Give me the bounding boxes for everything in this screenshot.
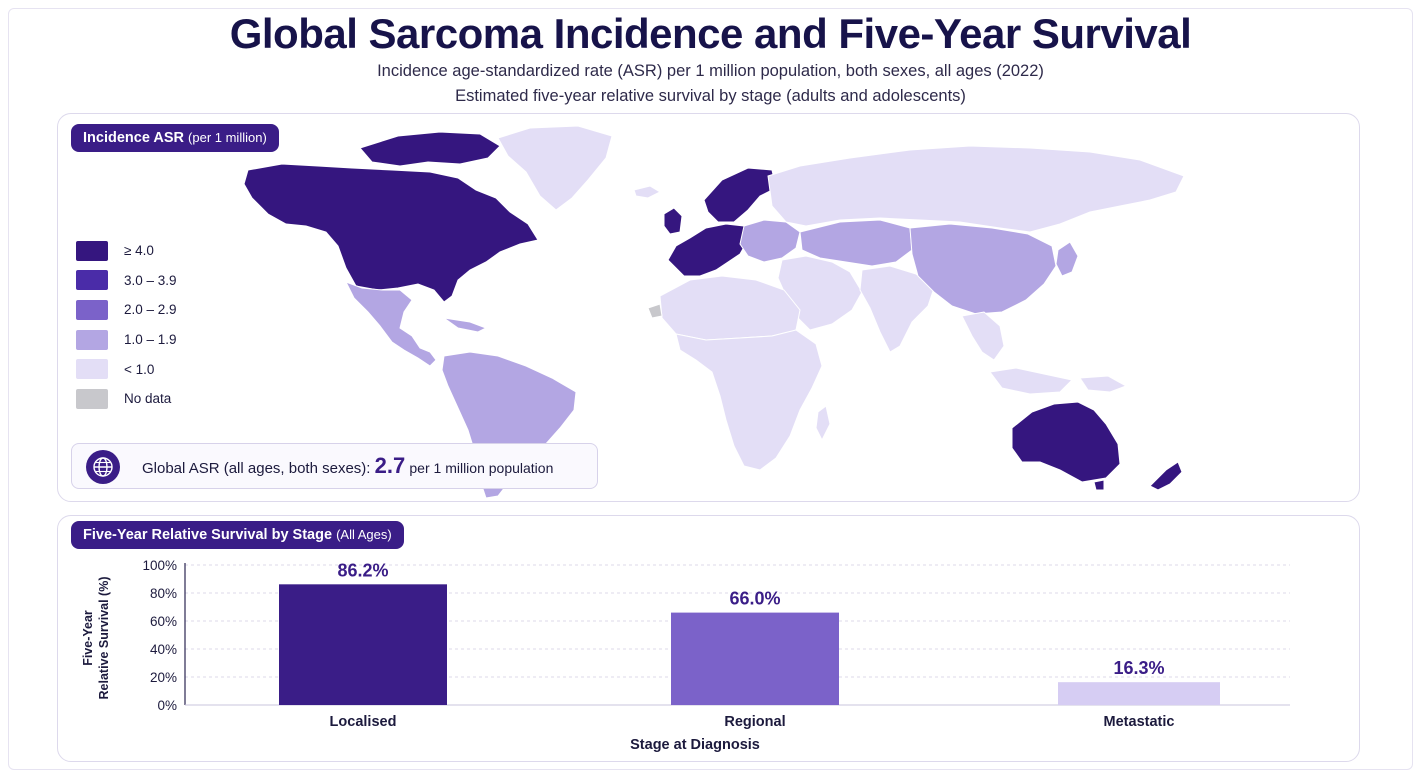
- bar: [279, 584, 447, 705]
- survival-badge: Five-Year Relative Survival by Stage (Al…: [71, 521, 404, 549]
- map-region-australia: [1011, 401, 1121, 483]
- map-region-uk: [663, 207, 683, 235]
- globe-icon: [86, 450, 120, 484]
- legend-item: 1.0 – 1.9: [76, 325, 177, 355]
- map-region-greenland: [497, 125, 613, 211]
- incidence-badge-main: Incidence ASR: [83, 130, 184, 146]
- x-axis-title: Stage at Diagnosis: [630, 737, 760, 753]
- y-tick-label: 0%: [157, 698, 177, 713]
- y-tick-label: 80%: [150, 586, 177, 601]
- map-region-south-asia: [859, 265, 935, 353]
- map-region-iceland: [633, 185, 662, 199]
- map-region-arctic-islands: [359, 131, 501, 167]
- page-frame: [8, 8, 1413, 770]
- map-legend: ≥ 4.0 3.0 – 3.9 2.0 – 2.9 1.0 – 1.9 < 1.…: [76, 236, 177, 414]
- page-title: Global Sarcoma Incidence and Five-Year S…: [229, 10, 1192, 57]
- y-tick-label: 20%: [150, 670, 177, 685]
- map-region-tasmania: [1093, 479, 1105, 491]
- y-tick-label: 100%: [142, 558, 177, 573]
- global-asr-unit: per 1 million population: [409, 460, 554, 476]
- y-tick-label: 60%: [150, 614, 177, 629]
- map-region-russia: [767, 145, 1185, 233]
- map-region-central-asia: [799, 219, 913, 267]
- map-region-eastern-europe: [739, 219, 801, 263]
- x-tick-label: Metastatic: [1104, 714, 1175, 730]
- legend-label: ≥ 4.0: [124, 243, 154, 259]
- y-tick-label: 40%: [150, 642, 177, 657]
- legend-label: 2.0 – 2.9: [124, 302, 177, 318]
- bar: [671, 612, 839, 705]
- x-tick-label: Localised: [330, 714, 397, 730]
- global-asr-value: 2.7: [374, 453, 406, 478]
- map-region-indonesia: [989, 367, 1074, 395]
- bar-value-label: 86.2%: [337, 560, 388, 580]
- legend-label: 1.0 – 1.9: [124, 332, 177, 348]
- map-region-east-asia: [909, 223, 1057, 315]
- legend-label: < 1.0: [124, 361, 155, 377]
- legend-swatch: [76, 270, 108, 291]
- y-axis-title: Five-Year Relative Survival (%): [81, 577, 111, 700]
- subtitle-survival: Estimated five-year relative survival by…: [455, 87, 966, 105]
- legend-item: 2.0 – 2.9: [76, 295, 177, 325]
- bar-value-label: 66.0%: [729, 589, 780, 609]
- legend-label: No data: [124, 391, 172, 407]
- subtitle-incidence: Incidence age-standardized rate (ASR) pe…: [377, 62, 1044, 80]
- map-region-scandinavia: [703, 167, 777, 223]
- legend-swatch: [76, 240, 108, 261]
- bar-value-label: 16.3%: [1113, 658, 1164, 678]
- map-region-madagascar: [815, 405, 831, 442]
- global-asr-text: Global ASR (all ages, both sexes): 2.7 p…: [142, 444, 553, 488]
- legend-item: < 1.0: [76, 354, 177, 384]
- map-region-new-zealand: [1149, 461, 1183, 491]
- legend-item: 3.0 – 3.9: [76, 266, 177, 296]
- incidence-badge: Incidence ASR (per 1 million): [71, 124, 279, 152]
- legend-item: ≥ 4.0: [76, 236, 177, 266]
- map-region-sub-saharan-africa: [675, 329, 823, 471]
- legend-label: 3.0 – 3.9: [124, 272, 177, 288]
- x-tick-label: Regional: [724, 714, 785, 730]
- map-region-caribbean: [443, 317, 488, 333]
- map-region-north-america: [243, 163, 539, 303]
- legend-swatch: [76, 359, 108, 380]
- map-region-southeast-asia: [961, 311, 1005, 361]
- legend-item: No data: [76, 384, 177, 414]
- legend-swatch: [76, 388, 108, 409]
- map-region-mexico: [344, 281, 437, 367]
- bar: [1058, 682, 1220, 705]
- survival-badge-note: (All Ages): [336, 527, 392, 542]
- map-region-no-data: [647, 303, 663, 319]
- global-asr-box: Global ASR (all ages, both sexes): 2.7 p…: [71, 443, 598, 489]
- incidence-badge-note: (per 1 million): [188, 130, 267, 145]
- global-asr-label: Global ASR (all ages, both sexes):: [142, 460, 371, 477]
- legend-swatch: [76, 329, 108, 350]
- legend-swatch: [76, 299, 108, 320]
- map-region-papua: [1079, 375, 1128, 393]
- map-region-japan: [1055, 241, 1079, 277]
- survival-badge-main: Five-Year Relative Survival by Stage: [83, 527, 333, 543]
